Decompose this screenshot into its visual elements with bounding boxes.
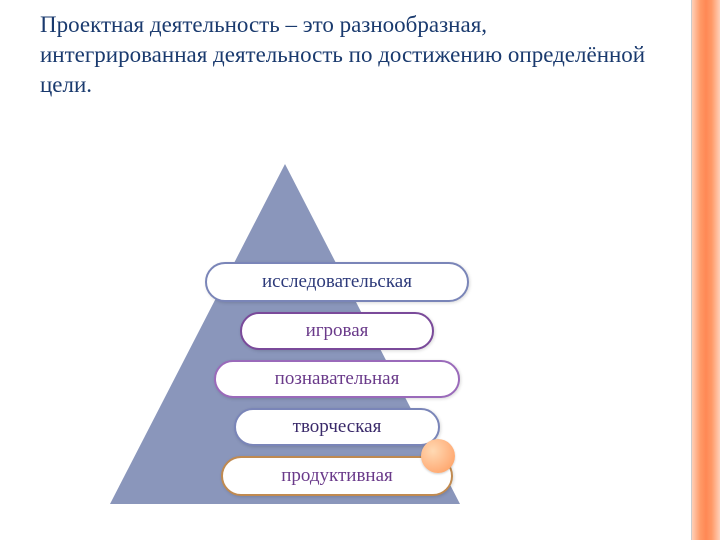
pill-item-3: творческая <box>234 408 440 446</box>
slide-frame-right <box>692 0 720 540</box>
accent-dot <box>421 439 455 473</box>
pyramid-diagram: исследовательская игровая познавательная… <box>110 164 590 514</box>
pill-item-0: исследовательская <box>205 262 469 302</box>
pill-item-1: игровая <box>240 312 434 350</box>
pill-stack: исследовательская игровая познавательная… <box>110 164 590 514</box>
pill-item-2: познавательная <box>214 360 460 398</box>
slide-title: Проектная деятельность – это разнообразн… <box>40 10 651 100</box>
pill-item-4: продуктивная <box>221 456 453 496</box>
slide-content: Проектная деятельность – это разнообразн… <box>0 0 692 540</box>
